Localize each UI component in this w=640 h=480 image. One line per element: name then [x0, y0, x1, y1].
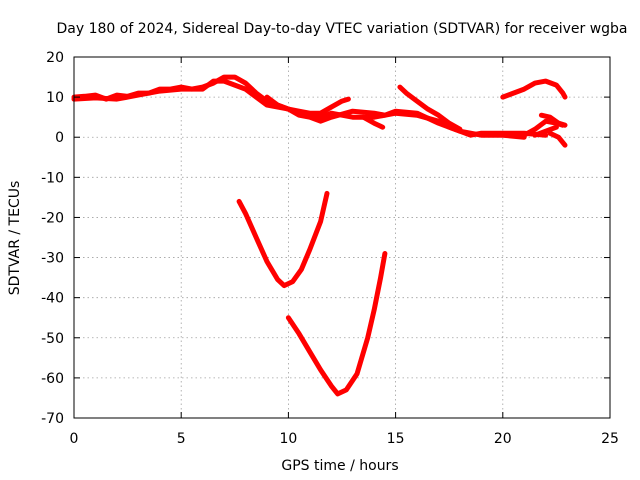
y-tick-label: -20	[41, 210, 64, 226]
plot-frame	[73, 56, 611, 419]
y-tick-label: -60	[41, 371, 64, 387]
series-arc-a	[264, 94, 351, 116]
x-tick-label: 5	[177, 431, 186, 447]
y-tick-label: -70	[41, 411, 64, 427]
data-series	[71, 74, 568, 397]
chart-title: Day 180 of 2024, Sidereal Day-to-day VTE…	[56, 21, 627, 37]
y-tick-label: 0	[55, 130, 64, 146]
series-arc-g	[547, 130, 568, 148]
y-tick-label: -50	[41, 331, 64, 347]
y-tick-label: -30	[41, 251, 64, 267]
series-arc-b	[360, 114, 386, 130]
series-dip-2	[285, 251, 388, 397]
y-tick-label: 10	[46, 90, 64, 106]
x-tick-label: 0	[70, 431, 79, 447]
y-tick-label: -10	[41, 170, 64, 186]
series-dip-1	[236, 190, 330, 289]
x-tick-label: 25	[601, 431, 619, 447]
x-tick-label: 20	[494, 431, 512, 447]
y-tick-label: -40	[41, 291, 64, 307]
y-tick-label: 20	[46, 50, 64, 66]
x-axis-label: GPS time / hours	[281, 458, 398, 474]
series-arc-c	[397, 84, 463, 132]
axis-ticks: 0 5 10 15 20 25 20 10 0 -10 -20 -30 -40 -50 -60 -70	[41, 50, 619, 447]
series-arc-d	[500, 78, 568, 100]
x-tick-label: 15	[387, 431, 405, 447]
y-axis-label: SDTVAR / TECUs	[7, 181, 23, 296]
x-tick-label: 10	[279, 431, 297, 447]
series-arc-h	[532, 124, 559, 138]
series-arc-f	[538, 112, 568, 128]
